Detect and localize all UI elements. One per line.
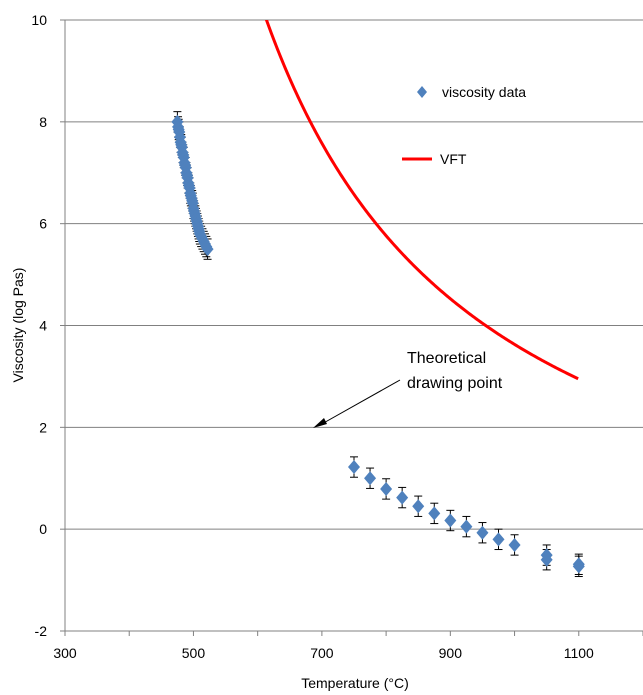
y-axis-label: Viscosity (log Pas) [10, 268, 26, 383]
y-tick-label: 6 [39, 216, 47, 232]
data-point [444, 513, 457, 528]
error-bars [173, 111, 583, 578]
data-point [201, 242, 214, 257]
annotation-line-2: drawing point [407, 375, 503, 392]
data-point [428, 506, 441, 521]
data-point [460, 519, 473, 534]
x-tick-label: 500 [182, 645, 206, 661]
x-axis-label: Temperature (°C) [301, 675, 409, 691]
data-point [476, 525, 489, 540]
x-tick-label: 1100 [564, 645, 594, 661]
vft-curve [264, 20, 579, 381]
gridlines [65, 19, 643, 530]
data-point [412, 499, 425, 514]
data-point [380, 481, 393, 496]
data-point [348, 460, 360, 475]
legend: viscosity data VFT [402, 84, 526, 167]
y-tick-label: 2 [39, 419, 47, 435]
legend-marker-viscosity-data [417, 86, 427, 98]
legend-label-viscosity-data: viscosity data [442, 84, 526, 100]
data-point [396, 490, 409, 505]
y-tick-label: -2 [35, 623, 48, 639]
y-tick-label: 0 [39, 521, 47, 537]
annotation-line-1: Theoretical [407, 350, 486, 367]
y-tick-label: 4 [39, 318, 47, 334]
y-tick-labels: -2 0 2 4 6 8 10 [31, 12, 47, 639]
vft-line [264, 20, 579, 381]
x-tick-label: 300 [53, 645, 77, 661]
annotation-arrowhead [313, 418, 327, 428]
data-point [540, 552, 553, 567]
annotation: Theoretical drawing point [313, 350, 503, 428]
y-tick-label: 10 [31, 12, 47, 28]
x-tick-label: 700 [310, 645, 334, 661]
data-point [508, 537, 521, 552]
data-point [572, 559, 585, 574]
data-point [492, 532, 505, 547]
viscosity-data-points [171, 114, 585, 574]
y-tick-label: 8 [39, 114, 47, 130]
axes [60, 19, 643, 636]
x-tick-labels: 300 500 700 900 1100 [53, 645, 594, 661]
annotation-arrow [319, 379, 401, 426]
data-point [364, 471, 377, 486]
legend-label-vft: VFT [440, 151, 467, 167]
x-tick-label: 900 [439, 645, 463, 661]
